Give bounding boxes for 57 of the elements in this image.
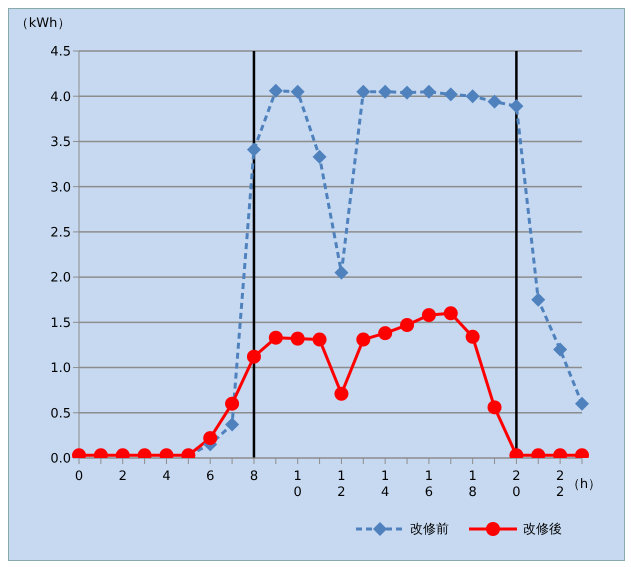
- point: [334, 266, 348, 280]
- point: [509, 99, 524, 114]
- point: [400, 86, 414, 100]
- x-tick-label: 12: [337, 469, 346, 500]
- point: [531, 292, 546, 307]
- point: [290, 84, 305, 99]
- point: [466, 330, 480, 344]
- x-tick-label: 4: [162, 469, 171, 484]
- x-tick-label: 20: [512, 469, 521, 500]
- point: [400, 318, 414, 332]
- x-tick-label: 10: [294, 469, 302, 500]
- point: [268, 330, 283, 345]
- point: [334, 386, 348, 401]
- point: [422, 308, 436, 322]
- x-tick-label: 8: [250, 469, 258, 484]
- point: [575, 396, 589, 411]
- point: [378, 84, 392, 99]
- point: [444, 87, 458, 102]
- x-tick-label: 0: [74, 469, 84, 484]
- y-tick-label: 1.5: [50, 316, 71, 331]
- point: [225, 396, 240, 411]
- point: [422, 84, 436, 99]
- point: [553, 342, 568, 356]
- y-tick-label: 3.0: [50, 180, 71, 196]
- y-tick-label: 0.5: [50, 406, 71, 422]
- y-tick-label: 0.0: [50, 452, 71, 467]
- x-tick-label: 14: [381, 469, 390, 500]
- point: [444, 306, 458, 320]
- y-tick-label: 3.5: [50, 135, 71, 150]
- y-tick-label: 4.0: [50, 90, 71, 105]
- y-tick-label: 2.0: [50, 270, 71, 286]
- point: [356, 332, 370, 347]
- y-tick-label: 4.5: [50, 44, 71, 60]
- point: [290, 332, 305, 346]
- point: [488, 94, 502, 109]
- x-tick-label: 18: [468, 469, 477, 500]
- point: [488, 400, 502, 414]
- point: [246, 142, 261, 157]
- point: [246, 350, 261, 364]
- legend-label: 改修後: [523, 521, 562, 538]
- point: [356, 84, 370, 99]
- point: [378, 326, 392, 340]
- x-tick-label: 6: [206, 469, 214, 484]
- x-axis-title: （h）: [566, 477, 602, 492]
- point: [225, 418, 240, 432]
- y-tick-label: 2.5: [50, 226, 71, 241]
- x-tick-label: 2: [118, 469, 127, 484]
- point: [312, 332, 327, 347]
- x-tick-label: 22: [556, 469, 564, 500]
- point: [203, 431, 218, 446]
- x-tick-label: 16: [424, 469, 434, 500]
- legend-label: 改修前: [410, 521, 449, 538]
- y-tick-label: 1.0: [50, 361, 71, 376]
- point: [466, 89, 480, 104]
- y-axis-title: （kWh）: [16, 16, 70, 31]
- point: [312, 150, 327, 164]
- point: [268, 84, 283, 98]
